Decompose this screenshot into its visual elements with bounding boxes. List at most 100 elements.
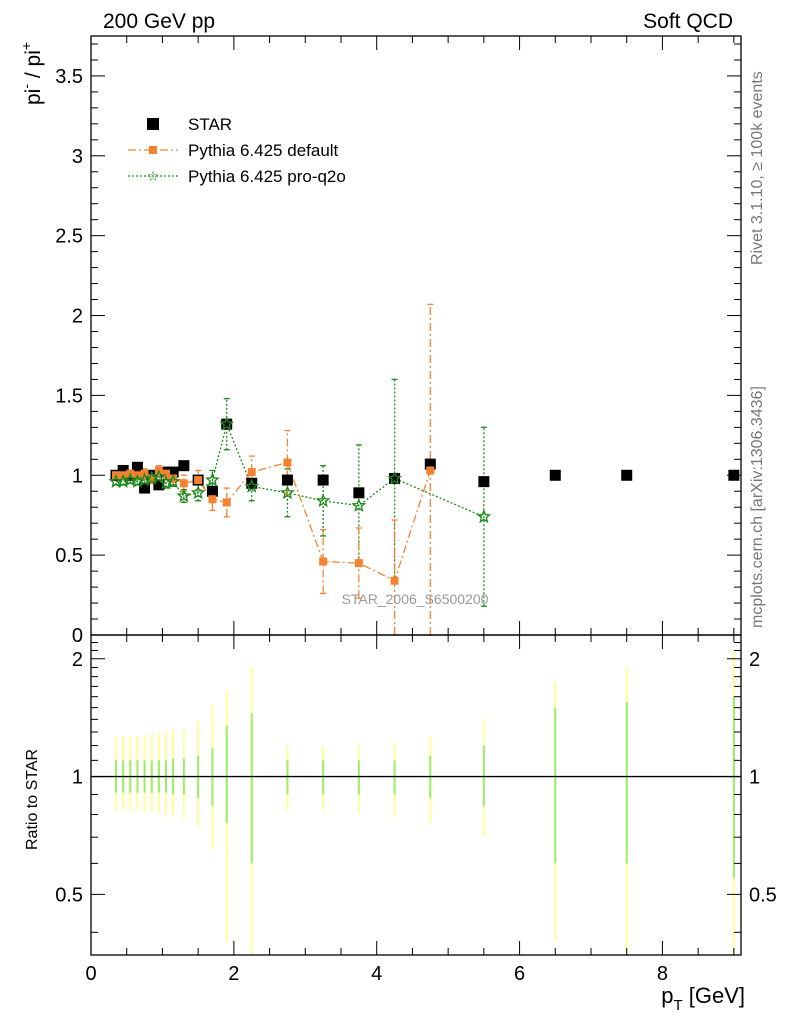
ratio-band-inner: [211, 748, 214, 807]
pythia-default-point: [354, 559, 363, 568]
pythia-default-point: [169, 474, 178, 483]
ratio-band-inner: [393, 760, 396, 795]
star-point: [281, 474, 293, 486]
pythia-default-point: [390, 576, 399, 585]
pythia-default-point: [162, 469, 170, 478]
ratio-ytick-label-right: 2: [749, 649, 760, 671]
legend-entry-pythia-q2o: ☆ Pythia 6.425 pro-q2o: [128, 167, 346, 186]
main-ylabel-base: pi: [22, 89, 45, 105]
watermark: STAR_2006_S6500200: [342, 591, 489, 607]
ratio-band-inner: [554, 707, 557, 864]
xlabel: pT [GeV]: [661, 983, 745, 1014]
xlabel-unit: [GeV]: [683, 983, 745, 1008]
legend-label-pythia-default: Pythia 6.425 default: [188, 141, 339, 160]
main-ylabel: pi- / pi+: [18, 42, 45, 105]
pythia-default-point: [247, 468, 256, 477]
header-right: Soft QCD: [643, 10, 733, 33]
ratio-band-inner: [322, 760, 325, 795]
ratio-ytick-label: 0.5: [55, 884, 83, 906]
main-ytick-label: 1.5: [55, 385, 83, 407]
star-point: [221, 418, 233, 430]
star-point: [153, 479, 165, 491]
pythia-q2o-point: [165, 473, 181, 488]
mcplots-label: mcplots.cern.ch [arXiv:1306.3436]: [749, 386, 766, 628]
ratio-panel: 0.5 0.5 1 1 2 2 0 2 4 6 8 Ratio to STAR pT [GeV]: [24, 634, 777, 1014]
ratio-axes: 0.5 0.5 1 1 2 2 0 2 4 6 8: [55, 635, 777, 985]
ratio-band-inner: [250, 713, 253, 864]
pythia-q2o-point: [176, 488, 192, 503]
main-marks: [108, 303, 740, 636]
ratio-frame: [90, 634, 742, 956]
ratio-xtick-label: 4: [371, 963, 382, 985]
star-point: [178, 460, 190, 472]
ratio-band-inner: [732, 696, 735, 879]
star-point: [246, 477, 258, 489]
legend-label-star: STAR: [188, 115, 232, 134]
main-ylabel-mid: / pi: [22, 50, 45, 84]
xlabel-sub: T: [673, 997, 682, 1014]
main-axes: 0 0.5 1 1.5 2 2.5 3 3.5: [55, 36, 741, 647]
star-point: [424, 458, 436, 470]
pythia-q2o-point: [205, 472, 220, 487]
legend-entry-star: STAR: [147, 115, 232, 134]
main-ytick-label: 2.5: [55, 226, 83, 248]
legend-marker-star: [147, 118, 159, 130]
ratio-ylabel: Ratio to STAR: [24, 749, 41, 850]
main-ylabel-sup2: +: [18, 42, 34, 50]
star-point: [167, 466, 179, 478]
star-point: [317, 474, 329, 486]
main-ytick-label: 3: [72, 146, 83, 168]
pythia-q2o-point: [115, 473, 131, 488]
legend-entry-pythia-default: Pythia 6.425 default: [128, 141, 339, 160]
pythia-default-point: [426, 466, 435, 475]
ratio-band-inner: [357, 760, 360, 795]
pythia-q2o-point: [219, 416, 235, 431]
ratio-ytick-label: 2: [72, 649, 83, 671]
ratio-ytick-label-right: 1: [749, 767, 760, 789]
star-point: [549, 469, 561, 481]
pythia-q2o-point: [387, 470, 402, 485]
pythia-q2o-point: [351, 497, 367, 512]
main-ytick-label: 0: [72, 625, 83, 647]
pythia-default-point: [194, 476, 203, 485]
rivet-label: Rivet 3.1.10, ≥ 100k events: [749, 71, 766, 265]
main-ytick-label: 1: [72, 465, 83, 487]
xlabel-base: p: [661, 983, 673, 1008]
ratio-xtick-label: 2: [228, 963, 239, 985]
pythia-q2o-point: [144, 470, 160, 485]
pythia-q2o-point: [158, 475, 174, 490]
star-point: [621, 469, 633, 481]
pythia-q2o-point: [315, 493, 331, 508]
ratio-xtick-label: 8: [657, 963, 668, 985]
ratio-xtick-label: 0: [85, 963, 96, 985]
star-point: [117, 464, 129, 476]
legend-label-pythia-q2o: Pythia 6.425 pro-q2o: [188, 167, 346, 186]
main-ytick-label: 0.5: [55, 545, 83, 567]
pythia-q2o-point: [130, 473, 145, 488]
legend-marker-pythia-q2o: ☆: [147, 168, 160, 184]
ratio-band-inner: [225, 725, 228, 824]
pythia-q2o-point: [190, 485, 206, 500]
star-point: [131, 461, 143, 473]
main-ytick-label: 3.5: [55, 66, 83, 88]
pythia-q2o-point: [476, 509, 492, 524]
ratio-band-inner: [286, 760, 289, 795]
star-point: [206, 485, 218, 497]
ratio-xtick-label: 6: [514, 963, 525, 985]
ratio-band-inner: [482, 745, 485, 807]
legend: STAR Pythia 6.425 default ☆ Pythia 6.425…: [128, 115, 346, 186]
main-panel: 0 0.5 1 1.5 2 2.5 3 3.5 STAR_2006_S6500200 pi- …: [18, 35, 742, 647]
pythia-default-point: [283, 458, 292, 467]
ratio-ytick-label-right: 0.5: [749, 884, 777, 906]
star-point: [353, 487, 365, 499]
pythia-q2o-point: [280, 485, 295, 500]
pythia-default-point: [319, 557, 328, 566]
star-point: [389, 472, 401, 484]
legend-marker-pythia-default: [149, 146, 157, 154]
main-ytick-label: 2: [72, 306, 83, 328]
pythia-q2o-point: [122, 472, 138, 487]
ratio-marks: [91, 650, 741, 955]
ratio-band-inner: [625, 702, 628, 864]
star-point: [139, 482, 151, 494]
